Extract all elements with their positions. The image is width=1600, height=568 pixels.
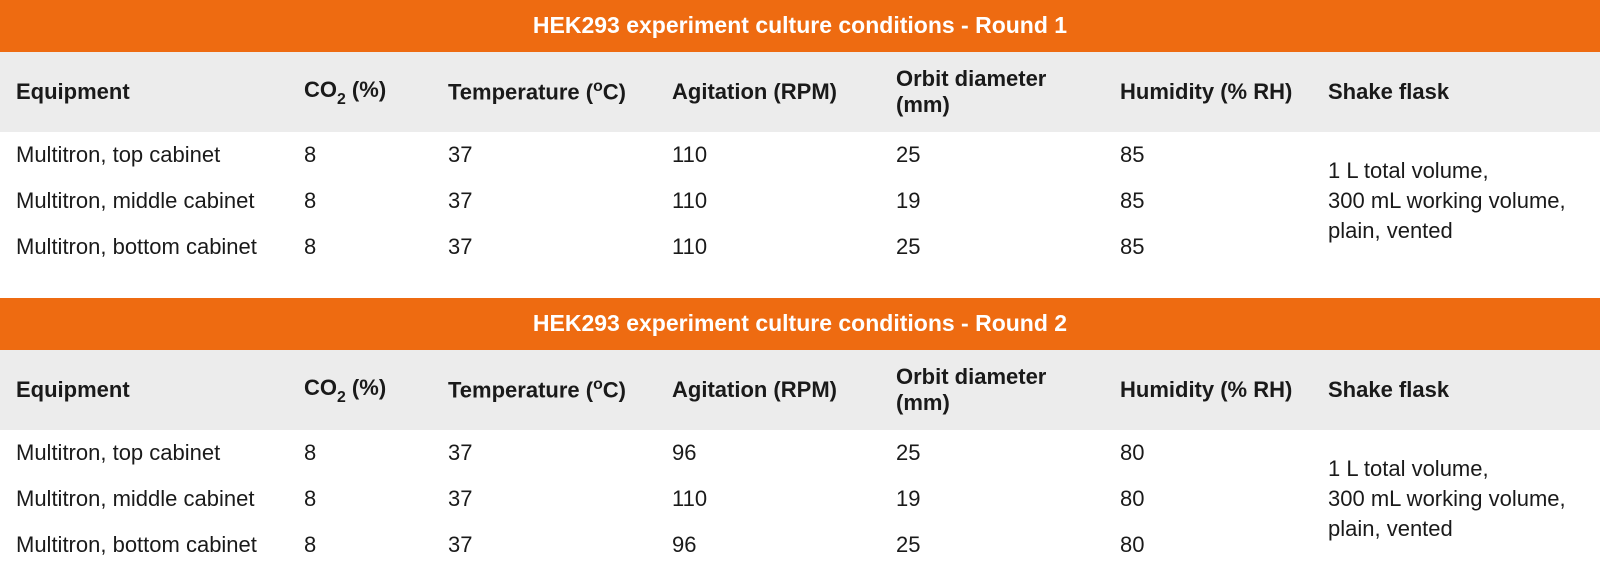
col-header-equipment: Equipment [0,350,288,430]
cell-orbit: 25 [880,522,1104,568]
col-header-agitation: Agitation (RPM) [656,52,880,132]
col-header-temp: Temperature (oC) [432,350,656,430]
col-header-agitation: Agitation (RPM) [656,350,880,430]
cell-co2: 8 [288,430,432,476]
cell-humidity: 85 [1104,132,1312,178]
cell-humidity: 85 [1104,224,1312,270]
cell-agitation: 110 [656,224,880,270]
cell-temp: 37 [432,430,656,476]
col-header-flask: Shake flask [1312,350,1600,430]
table-block: HEK293 experiment culture conditions - R… [0,298,1600,568]
col-header-equipment: Equipment [0,52,288,132]
col-header-temp: Temperature (oC) [432,52,656,132]
cell-temp: 37 [432,178,656,224]
header-row: EquipmentCO2 (%)Temperature (oC)Agitatio… [0,52,1600,132]
data-table: EquipmentCO2 (%)Temperature (oC)Agitatio… [0,350,1600,568]
cell-agitation: 110 [656,178,880,224]
header-row: EquipmentCO2 (%)Temperature (oC)Agitatio… [0,350,1600,430]
cell-orbit: 25 [880,430,1104,476]
cell-equipment: Multitron, bottom cabinet [0,224,288,270]
cell-humidity: 80 [1104,430,1312,476]
col-header-orbit: Orbit diameter (mm) [880,52,1104,132]
cell-temp: 37 [432,132,656,178]
table-title: HEK293 experiment culture conditions - R… [0,0,1600,52]
table-title: HEK293 experiment culture conditions - R… [0,298,1600,350]
cell-temp: 37 [432,476,656,522]
cell-co2: 8 [288,132,432,178]
col-header-orbit: Orbit diameter (mm) [880,350,1104,430]
cell-humidity: 85 [1104,178,1312,224]
cell-agitation: 110 [656,476,880,522]
table-row: Multitron, top cabinet8379625801 L total… [0,430,1600,476]
cell-flask-merged: 1 L total volume,300 mL working volume,p… [1312,430,1600,568]
cell-equipment: Multitron, middle cabinet [0,178,288,224]
table-row: Multitron, top cabinet83711025851 L tota… [0,132,1600,178]
cell-co2: 8 [288,522,432,568]
data-table: EquipmentCO2 (%)Temperature (oC)Agitatio… [0,52,1600,270]
cell-orbit: 25 [880,224,1104,270]
cell-temp: 37 [432,224,656,270]
cell-agitation: 96 [656,430,880,476]
cell-orbit: 25 [880,132,1104,178]
cell-co2: 8 [288,178,432,224]
cell-co2: 8 [288,224,432,270]
cell-equipment: Multitron, top cabinet [0,430,288,476]
cell-humidity: 80 [1104,476,1312,522]
col-header-humidity: Humidity (% RH) [1104,350,1312,430]
cell-agitation: 96 [656,522,880,568]
cell-co2: 8 [288,476,432,522]
col-header-co2: CO2 (%) [288,52,432,132]
cell-orbit: 19 [880,178,1104,224]
cell-equipment: Multitron, middle cabinet [0,476,288,522]
cell-equipment: Multitron, bottom cabinet [0,522,288,568]
cell-equipment: Multitron, top cabinet [0,132,288,178]
cell-agitation: 110 [656,132,880,178]
cell-flask-merged: 1 L total volume,300 mL working volume,p… [1312,132,1600,270]
col-header-co2: CO2 (%) [288,350,432,430]
cell-humidity: 80 [1104,522,1312,568]
col-header-humidity: Humidity (% RH) [1104,52,1312,132]
cell-temp: 37 [432,522,656,568]
col-header-flask: Shake flask [1312,52,1600,132]
cell-orbit: 19 [880,476,1104,522]
table-block: HEK293 experiment culture conditions - R… [0,0,1600,270]
table-gap [0,270,1600,298]
